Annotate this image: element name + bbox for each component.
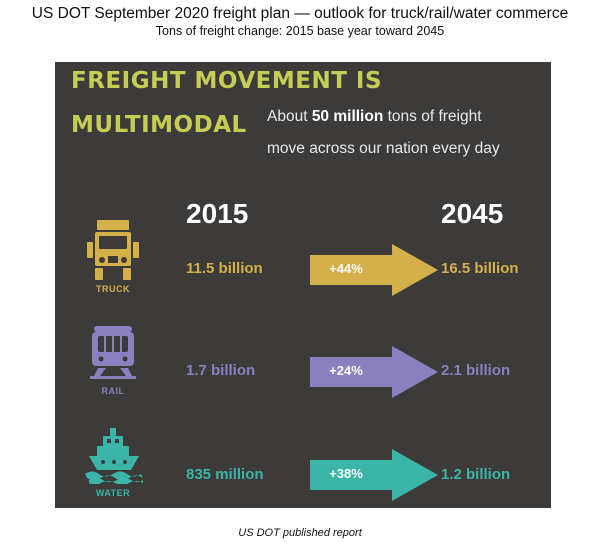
source-caption: US DOT published report: [238, 527, 362, 539]
chart-heading: US DOT September 2020 freight plan — out…: [0, 0, 600, 39]
column-header-2045: 2045: [441, 198, 504, 229]
truck-2015-value: 11.5 billion: [186, 260, 263, 277]
rail-2015-value: 1.7 billion: [186, 362, 256, 379]
infographic-subtitle-line1: About 50 million tons of freight: [267, 108, 482, 125]
infographic-panel: FREIGHT MOVEMENT IS MULTIMODAL About 50 …: [55, 62, 551, 508]
column-header-2015: 2015: [186, 198, 249, 229]
mode-label-truck: TRUCK: [96, 284, 130, 294]
subtitle-highlight: 50 million: [311, 108, 384, 125]
infographic-title-line2: MULTIMODAL: [71, 112, 247, 138]
rail-change-arrow: [310, 346, 438, 398]
truck-change-arrow: [310, 244, 438, 296]
mode-label-water: WATER: [95, 488, 131, 498]
rail-change-label: +24%: [329, 363, 363, 378]
ship-icon: [85, 428, 143, 484]
chart-title: US DOT September 2020 freight plan — out…: [31, 5, 569, 22]
truck-change-label: +44%: [329, 261, 363, 276]
rail-2045-value: 2.1 billion: [441, 362, 511, 379]
infographic-title-line1: FREIGHT MOVEMENT IS: [71, 68, 383, 94]
water-change-label: +38%: [329, 466, 363, 481]
mode-label-rail: RAIL: [101, 386, 125, 396]
chart-subtitle: Tons of freight change: 2015 base year t…: [155, 24, 445, 38]
train-icon: [90, 326, 136, 379]
truck-2045-value: 16.5 billion: [441, 260, 519, 277]
water-2015-value: 835 million: [186, 466, 264, 483]
truck-icon: [87, 220, 139, 280]
water-change-arrow: [310, 449, 438, 501]
infographic-subtitle-line2: move across our nation every day: [267, 140, 500, 157]
water-2045-value: 1.2 billion: [441, 466, 511, 483]
